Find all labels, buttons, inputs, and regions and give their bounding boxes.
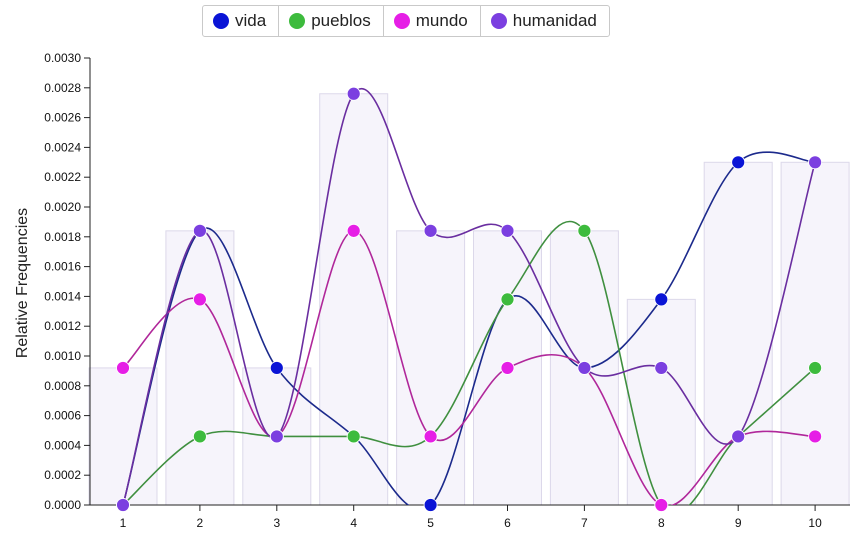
point-mundo-10 xyxy=(808,429,822,444)
series-line-humanidad xyxy=(122,88,816,505)
legend-item-humanidad[interactable]: humanidad xyxy=(479,6,609,36)
x-tick-label-3: 3 xyxy=(273,516,280,530)
y-tick-label-0.0028: 0.0028 xyxy=(44,81,81,95)
point-mundo-5 xyxy=(423,429,438,444)
x-tick-label-4: 4 xyxy=(350,516,357,530)
legend-label-mundo: mundo xyxy=(415,11,468,30)
point-vida-9 xyxy=(731,155,746,170)
legend-swatch-humanidad xyxy=(490,13,507,29)
legend-item-pueblos[interactable]: pueblos xyxy=(278,6,383,36)
point-mundo-1 xyxy=(116,361,130,375)
point-humanidad-6 xyxy=(500,223,515,238)
x-tick-label-1: 1 xyxy=(120,516,127,530)
point-mundo-4 xyxy=(346,223,361,238)
background-bar-5 xyxy=(396,230,466,506)
x-tick-label-2: 2 xyxy=(197,516,204,530)
point-mundo-8 xyxy=(654,498,669,512)
legend-label-humanidad: humanidad xyxy=(512,11,597,30)
y-tick-label-0.0000: 0.0000 xyxy=(44,498,81,512)
point-humanidad-4 xyxy=(346,86,361,101)
x-tick-label-7: 7 xyxy=(581,516,588,530)
point-mundo-6 xyxy=(500,361,515,375)
y-tick-label-0.0024: 0.0024 xyxy=(44,140,81,154)
series-points xyxy=(116,86,822,512)
x-tick-label-6: 6 xyxy=(504,516,511,530)
y-tick-label-0.0016: 0.0016 xyxy=(44,260,81,274)
background-bar-1 xyxy=(88,367,158,506)
point-humanidad-10 xyxy=(808,155,822,170)
background-bar-2 xyxy=(165,230,235,506)
y-tick-label-0.0030: 0.0030 xyxy=(44,51,81,65)
legend-swatch-vida xyxy=(213,13,229,29)
point-humanidad-8 xyxy=(654,361,669,375)
x-tick-label-5: 5 xyxy=(427,516,434,530)
point-vida-5 xyxy=(423,498,438,512)
point-pueblos-6 xyxy=(500,292,515,307)
point-humanidad-1 xyxy=(116,498,130,512)
background-bar-9 xyxy=(703,161,773,506)
y-tick-label-0.0004: 0.0004 xyxy=(44,438,81,452)
y-tick-label-0.0012: 0.0012 xyxy=(44,319,81,333)
x-tick-label-9: 9 xyxy=(735,516,742,530)
series-line-vida xyxy=(122,151,816,505)
y-tick-label-0.0026: 0.0026 xyxy=(44,111,81,125)
background-bar-8 xyxy=(626,298,696,506)
x-tick-label-10: 10 xyxy=(808,516,822,530)
legend-item-vida[interactable]: vida xyxy=(203,6,278,36)
point-humanidad-2 xyxy=(192,223,207,238)
background-bar-10 xyxy=(780,161,850,506)
legend-swatch-mundo xyxy=(393,13,410,29)
legend: vida pueblos mundo humanidad xyxy=(202,5,610,37)
y-tick-label-0.0018: 0.0018 xyxy=(44,230,81,244)
point-humanidad-3 xyxy=(269,429,284,444)
y-tick-label-0.0010: 0.0010 xyxy=(44,349,81,363)
point-pueblos-10 xyxy=(808,361,822,375)
point-humanidad-9 xyxy=(731,429,746,444)
y-tick-label-0.0022: 0.0022 xyxy=(44,170,81,184)
x-tick-label-8: 8 xyxy=(658,516,665,530)
point-mundo-2 xyxy=(192,292,207,307)
y-tick-label-0.0002: 0.0002 xyxy=(44,468,81,482)
point-pueblos-7 xyxy=(577,223,592,238)
point-vida-8 xyxy=(654,292,669,307)
legend-item-mundo[interactable]: mundo xyxy=(382,6,480,36)
y-tick-label-0.0006: 0.0006 xyxy=(44,409,81,423)
point-humanidad-5 xyxy=(423,223,438,238)
y-axis-label: Relative Frequencies xyxy=(14,208,31,358)
point-humanidad-7 xyxy=(577,361,592,375)
legend-label-vida: vida xyxy=(235,11,267,30)
point-pueblos-2 xyxy=(192,429,207,444)
legend-label-pueblos: pueblos xyxy=(311,11,371,30)
axes: 0.0000 0.0002 0.0004 0.0006 0.0008 0.0010 0.00… xyxy=(44,51,850,530)
y-tick-label-0.0008: 0.0008 xyxy=(44,379,81,393)
y-tick-label-0.0020: 0.0020 xyxy=(44,200,81,214)
point-vida-3 xyxy=(269,361,284,375)
y-tick-label-0.0014: 0.0014 xyxy=(44,289,81,303)
legend-swatch-pueblos xyxy=(289,13,306,29)
point-pueblos-4 xyxy=(346,429,361,444)
